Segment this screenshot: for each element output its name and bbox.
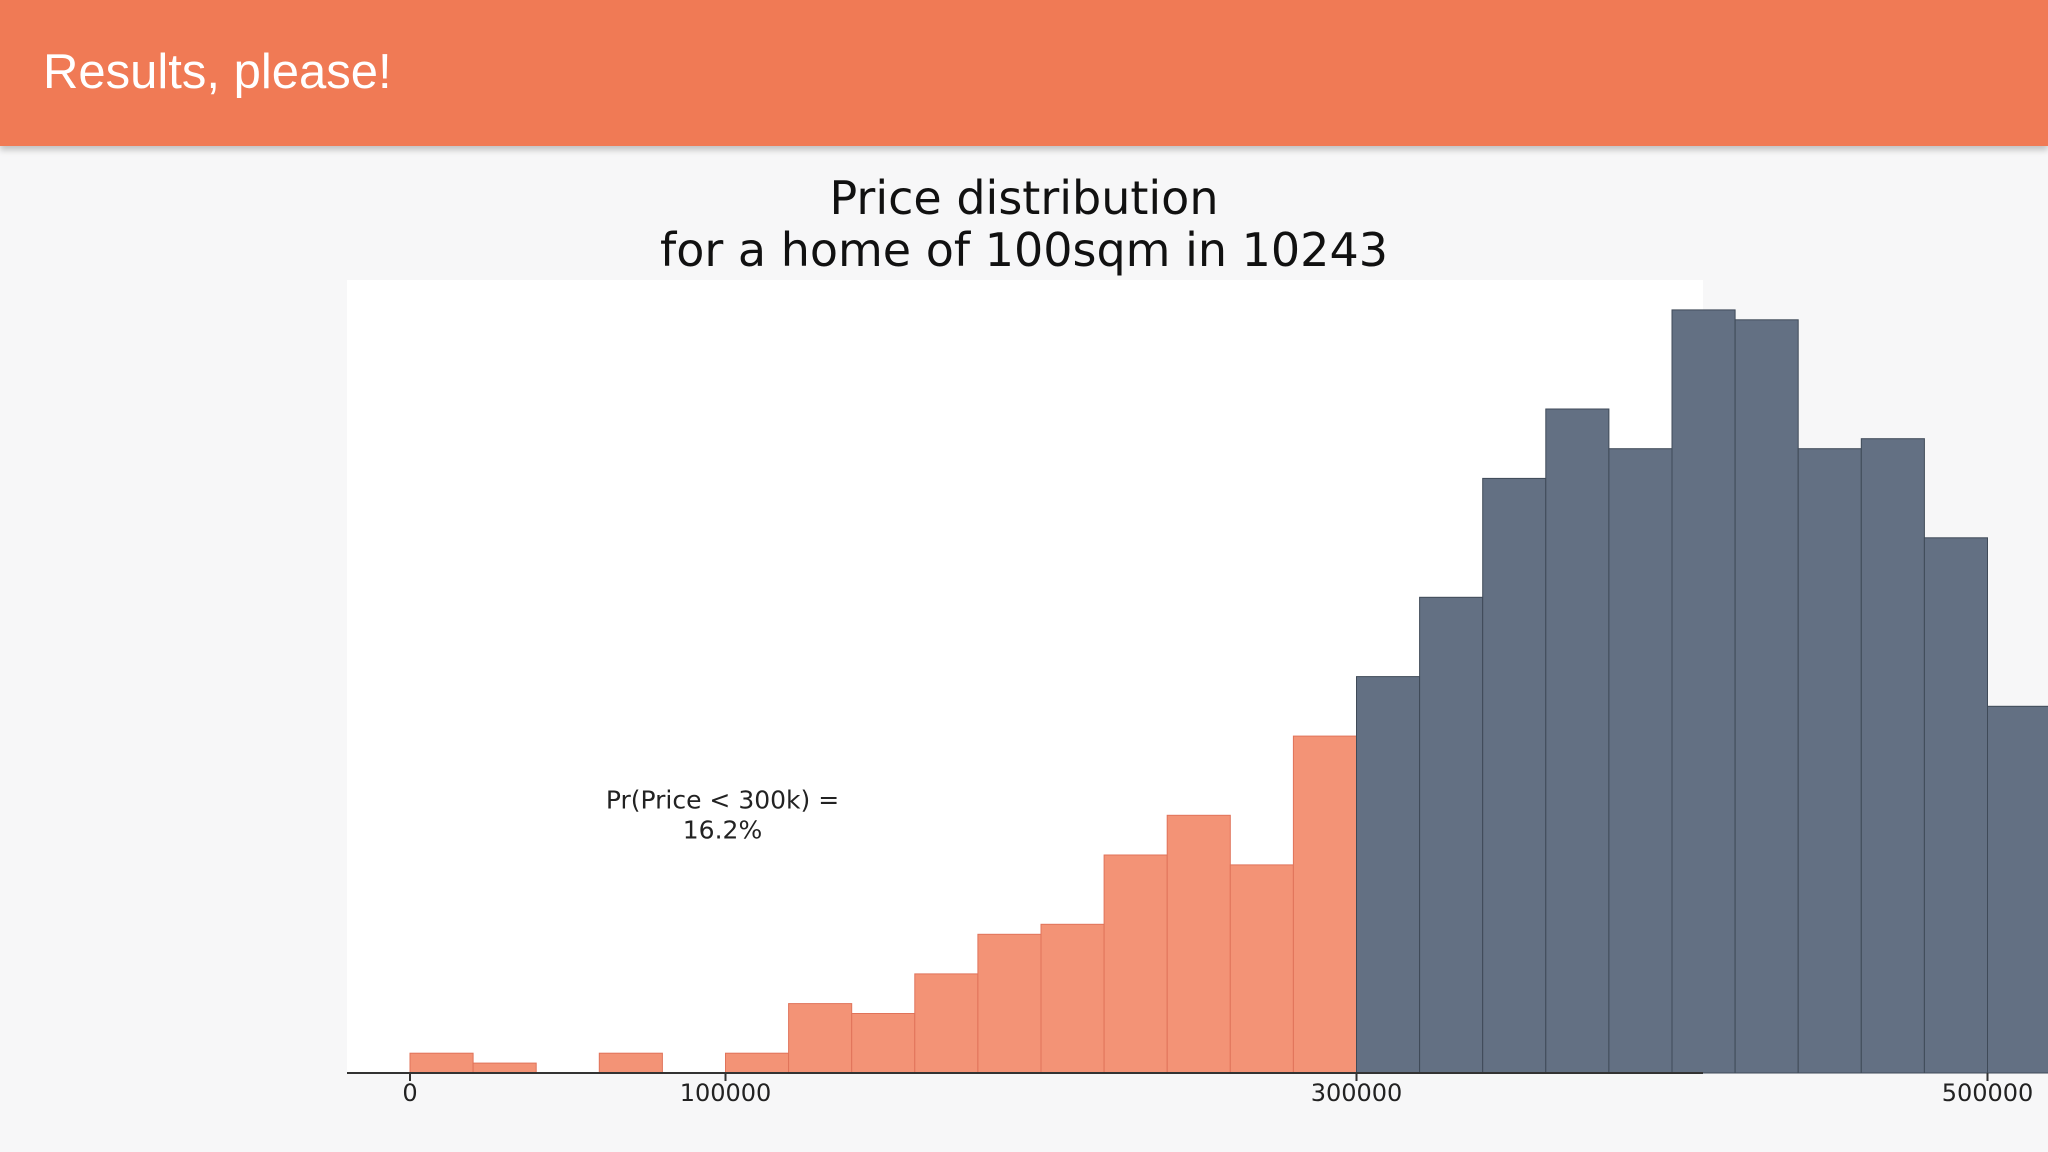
histogram-bar	[977, 933, 1042, 1074]
histogram-bar	[1103, 854, 1168, 1074]
histogram-bar	[1229, 864, 1294, 1074]
histogram-bar	[1860, 438, 1925, 1074]
histogram-bar	[1734, 319, 1799, 1074]
histogram-bar	[1292, 735, 1358, 1074]
header-title: Results, please!	[43, 45, 392, 99]
histogram-bar	[1987, 705, 2048, 1074]
annotation-group: Pr(Price < 300k) =16.2%	[606, 786, 839, 845]
histogram-bar	[788, 1003, 853, 1074]
histogram-bar	[1166, 814, 1231, 1074]
bars-group	[409, 309, 2048, 1074]
histogram-bar	[1545, 408, 1610, 1074]
histogram-bar	[1356, 676, 1421, 1074]
app-header: Results, please!	[0, 0, 2048, 146]
x-tick-label: 300000	[1311, 1079, 1403, 1107]
histogram-bar	[1040, 923, 1105, 1074]
x-tick-label: 500000	[1942, 1079, 2034, 1107]
histogram-bar	[1608, 448, 1673, 1074]
histogram-bar	[914, 973, 979, 1074]
histogram-bar	[598, 1052, 663, 1074]
chart-subtitle: for a home of 100sqm in 10243	[660, 223, 1388, 277]
histogram-bar	[851, 1013, 916, 1074]
histogram-bar	[1923, 537, 1989, 1074]
x-tick-label: 100000	[680, 1079, 772, 1107]
chart-title-block: Price distribution for a home of 100sqm …	[524, 172, 1524, 276]
histogram-bar	[409, 1052, 474, 1074]
histogram-bar	[1797, 448, 1862, 1074]
histogram-bar	[1419, 596, 1484, 1074]
histogram-bar	[1482, 477, 1547, 1074]
annotation-label: Pr(Price < 300k) =	[606, 786, 839, 815]
chart-title: Price distribution	[829, 171, 1219, 225]
x-tick-label: 0	[402, 1079, 417, 1107]
histogram-bar	[472, 1062, 537, 1074]
annotation-value: 16.2%	[683, 816, 762, 845]
x-ticks-group: 0100000300000500000700000	[402, 1073, 2034, 1107]
histogram-bar	[1671, 309, 1736, 1074]
histogram-bar	[725, 1052, 790, 1074]
